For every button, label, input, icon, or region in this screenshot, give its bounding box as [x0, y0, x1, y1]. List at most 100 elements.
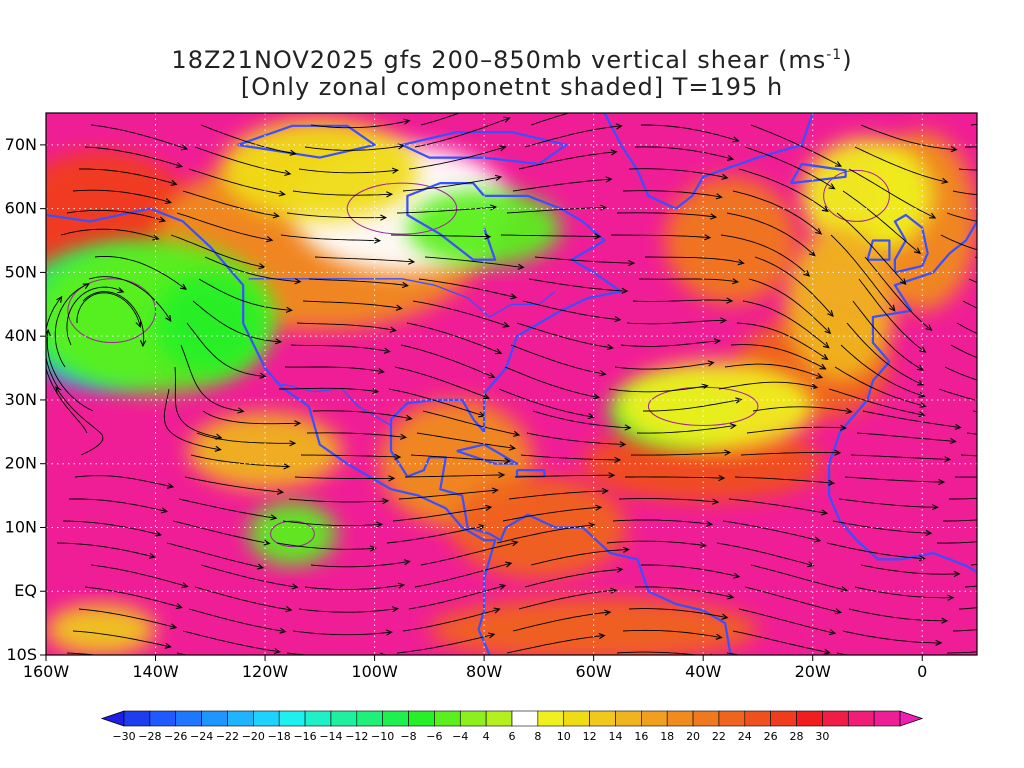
streamline-arrow	[726, 297, 734, 304]
streamline-arrow	[164, 642, 172, 649]
streamline-arrow	[181, 582, 189, 589]
streamline-arrow	[899, 278, 907, 286]
streamline	[970, 124, 977, 126]
streamline	[626, 319, 726, 325]
colorbar-label: 28	[790, 730, 804, 743]
streamline	[530, 549, 629, 566]
streamline-arrow	[284, 169, 292, 177]
colorbar-swatch	[123, 710, 151, 727]
streamline	[946, 212, 977, 222]
colorbar-label: −6	[426, 730, 442, 743]
streamline	[862, 410, 961, 429]
colorbar: −30 −28 −26 −24 −22 −20 −18 −16 −14 −12 −10 −8 −6 −4 4…	[100, 710, 924, 743]
colorbar-label: −10	[371, 730, 394, 743]
streamline	[284, 366, 384, 373]
streamline-arrow	[614, 456, 622, 464]
streamline	[390, 234, 491, 238]
streamline-arrow	[944, 456, 952, 463]
lat-tick-label: 10N	[5, 517, 37, 536]
streamline	[612, 519, 712, 525]
streamline	[388, 388, 485, 417]
streamline-arrow	[160, 507, 169, 514]
colorbar-label: −12	[345, 730, 368, 743]
streamline	[532, 410, 631, 429]
streamline	[512, 178, 612, 192]
streamline-arrow	[389, 326, 397, 333]
streamline-arrow	[918, 411, 926, 418]
shear-contour	[346, 182, 458, 235]
streamline-arrow	[408, 258, 416, 265]
streamline	[625, 476, 725, 479]
colorbar-swatch	[692, 710, 720, 727]
streamline-arrow	[834, 449, 842, 456]
streamline	[46, 296, 62, 390]
map-frame	[45, 112, 978, 656]
streamline-arrow	[947, 594, 955, 601]
streamline	[943, 519, 977, 522]
streamline-arrow	[375, 521, 384, 528]
streamline	[46, 330, 94, 412]
streamline	[641, 124, 739, 142]
streamline	[614, 362, 714, 370]
colorbar-swatch	[744, 710, 771, 727]
streamline	[188, 608, 286, 633]
streamline	[46, 366, 88, 434]
streamline	[856, 432, 956, 442]
streamline-arrow	[600, 204, 608, 211]
streamline-arrow	[517, 263, 525, 270]
shear-contour	[67, 278, 157, 344]
colorbar-label: 10	[557, 730, 571, 743]
streamline-arrow	[931, 504, 939, 511]
streamline-arrow	[270, 514, 278, 521]
streamline-arrow	[726, 154, 735, 161]
streamline-arrow	[391, 167, 399, 174]
colorbar-swatch	[278, 710, 306, 727]
streamline-arrow	[938, 478, 946, 486]
streamline	[750, 564, 847, 591]
streamline	[298, 608, 398, 613]
streamline	[163, 388, 221, 451]
streamline	[200, 124, 296, 155]
streamline-arrow	[266, 236, 274, 243]
coastline	[675, 113, 814, 210]
streamline-arrow	[289, 440, 297, 447]
colorbar-label: −26	[164, 730, 187, 743]
streamline-arrow	[82, 283, 90, 290]
streamline-arrow	[724, 449, 732, 456]
colorbar-swatch	[847, 710, 875, 727]
streamline	[502, 506, 602, 522]
streamline-arrow	[925, 324, 933, 331]
streamline	[84, 146, 182, 167]
streamline-arrow	[165, 314, 172, 322]
lat-tick-label: 50N	[5, 262, 37, 281]
streamline-arrow	[949, 437, 957, 445]
streamline	[94, 256, 187, 290]
streamline	[840, 344, 925, 397]
streamline-arrow	[950, 146, 958, 153]
streamline-arrow	[721, 173, 729, 180]
streamline	[412, 300, 509, 327]
streamline	[310, 120, 410, 129]
streamline	[834, 366, 926, 407]
streamline	[622, 629, 722, 639]
streamline	[746, 426, 846, 434]
colorbar-label: 4	[483, 730, 490, 743]
streamline-arrow	[139, 340, 147, 348]
streamline-arrow	[699, 541, 707, 549]
colorbar-swatch	[718, 710, 746, 727]
streamline-arrow	[813, 536, 822, 543]
streamline	[606, 540, 706, 547]
streamline	[170, 234, 265, 268]
streamline-arrow	[237, 407, 245, 414]
streamline	[534, 256, 634, 264]
streamline	[524, 125, 622, 148]
streamline	[620, 340, 720, 347]
streamline	[62, 520, 161, 536]
streamline	[396, 206, 496, 214]
streamline	[76, 292, 141, 327]
streamline-arrow	[508, 91, 514, 96]
streamline	[394, 366, 489, 399]
streamline-arrow	[273, 647, 281, 655]
title-line1-suffix: )	[842, 46, 853, 74]
streamline-arrow	[170, 623, 178, 630]
